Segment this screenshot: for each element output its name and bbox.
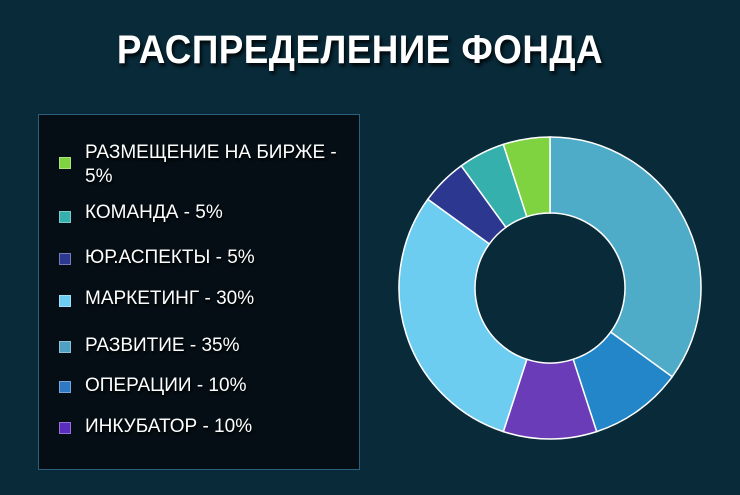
legend-swatch	[59, 157, 71, 169]
legend-label: РАЗМЕЩЕНИЕ НА БИРЖЕ - 5%	[85, 142, 337, 187]
pie-slice	[502, 136, 551, 218]
chart-legend: РАЗМЕЩЕНИЕ НА БИРЖЕ - 5% КОМАНДА - 5% ЮР…	[38, 114, 360, 470]
donut-chart	[398, 136, 702, 440]
pie-slice	[549, 136, 702, 378]
legend-label: ОПЕРАЦИИ - 10%	[85, 375, 247, 396]
legend-swatch	[59, 295, 71, 307]
legend-swatch	[59, 422, 71, 434]
legend-label: КОМАНДА - 5%	[85, 202, 223, 223]
legend-label: ИНКУБАТОР - 10%	[85, 416, 253, 437]
legend-swatch	[59, 381, 71, 393]
legend-swatch	[59, 211, 71, 223]
legend-label: МАРКЕТИНГ - 30%	[85, 288, 255, 309]
pie-slice	[398, 198, 528, 433]
legend-swatch	[59, 253, 71, 265]
chart-title: РАСПРЕДЕЛЕНИЕ ФОНДА	[116, 28, 604, 72]
legend-swatch	[59, 341, 71, 353]
legend-label: ЮР.АСПЕКТЫ - 5%	[85, 247, 255, 268]
legend-label: РАЗВИТИЕ - 35%	[85, 335, 240, 356]
